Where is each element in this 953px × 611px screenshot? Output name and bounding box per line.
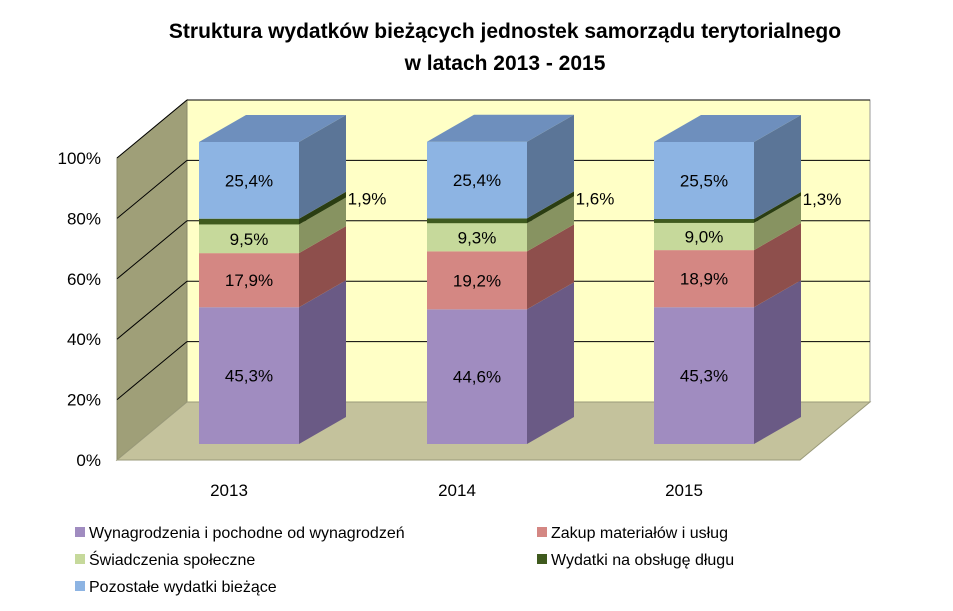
x-category-label: 2013 <box>210 481 248 500</box>
bar-segment-side <box>754 115 801 220</box>
bar-segment-side <box>299 226 346 308</box>
chart-side-wall <box>116 98 188 462</box>
bar-segment-side <box>299 197 346 254</box>
bar-top <box>199 115 346 142</box>
data-label: 19,2% <box>453 271 501 290</box>
y-tick-label: 60% <box>67 270 101 289</box>
bar-segment <box>199 224 299 254</box>
data-label: 45,3% <box>680 367 728 386</box>
data-label: 9,5% <box>230 230 269 249</box>
bar-segment <box>427 309 527 444</box>
bar-segment <box>427 251 527 310</box>
gridline-side <box>116 160 188 219</box>
bar-segment-side <box>527 196 574 252</box>
y-tick-label: 80% <box>67 209 101 228</box>
chart-title-line-1: Struktura wydatków bieżących jednostek s… <box>169 20 841 43</box>
legend-entry-label: Pozostałe wydatki bieżące <box>89 579 277 596</box>
data-label: 25,4% <box>225 171 273 190</box>
y-tick-label: 40% <box>67 330 101 349</box>
bar-top <box>654 115 801 142</box>
data-label: 1,9% <box>348 190 387 209</box>
bar-segment <box>427 223 527 252</box>
chart-title-line-2: w latach 2013 - 2015 <box>404 52 606 75</box>
bar-segment-side <box>754 280 801 444</box>
bar-segment <box>654 222 754 251</box>
x-category-label: 2014 <box>438 481 476 500</box>
legend-swatch <box>75 581 85 591</box>
bar-segment-side <box>754 195 801 251</box>
gridline-side <box>116 99 188 159</box>
data-label: 1,6% <box>576 189 615 208</box>
bar-segment <box>654 250 754 308</box>
bar-segment <box>654 307 754 444</box>
bar-segment <box>199 142 299 219</box>
legend-swatch <box>537 527 547 537</box>
legend-entry-label: Świadczenia społeczne <box>89 550 255 569</box>
gridline-side <box>116 280 188 340</box>
bar-segment <box>199 218 299 225</box>
legend-entry-label: Wydatki na obsługę długu <box>551 552 734 569</box>
bar-segment <box>427 141 527 219</box>
gridline-side <box>116 220 188 280</box>
bar-segment-side <box>754 223 801 308</box>
legend-swatch <box>75 554 85 564</box>
bar-segment-side <box>527 224 574 310</box>
y-tick-label: 100% <box>58 149 101 168</box>
y-tick-label: 20% <box>67 391 101 410</box>
legend-entry-label: Zakup materiałów i usług <box>551 525 728 542</box>
bar-segment-side <box>527 114 574 219</box>
data-label: 17,9% <box>225 271 273 290</box>
legend-swatch <box>75 527 85 537</box>
bar-segment <box>654 219 754 223</box>
legend-entry-label: Wynagrodzenia i pochodne od wynagrodzeń <box>89 525 405 542</box>
bar-segment <box>199 253 299 308</box>
bar-top <box>427 114 574 142</box>
bar-segment-side <box>299 115 346 219</box>
bar-segment-side <box>754 192 801 223</box>
data-label: 25,5% <box>680 172 728 191</box>
x-category-label: 2015 <box>665 481 703 500</box>
data-label: 45,3% <box>225 367 273 386</box>
data-label: 9,0% <box>685 228 724 247</box>
data-label: 25,4% <box>453 171 501 190</box>
legend-swatch <box>537 554 547 564</box>
bar-segment-side <box>527 282 574 444</box>
bar-segment <box>654 142 754 220</box>
bar-segment <box>199 307 299 444</box>
bar-segment-side <box>299 191 346 225</box>
data-label: 44,6% <box>453 368 501 387</box>
data-label: 1,3% <box>803 190 842 209</box>
y-tick-label: 0% <box>76 451 101 470</box>
gridline-side <box>116 341 188 400</box>
bar-segment-side <box>527 191 574 224</box>
bar-segment <box>427 218 527 224</box>
data-label: 18,9% <box>680 270 728 289</box>
data-label: 9,3% <box>458 228 497 247</box>
bar-segment-side <box>299 280 346 444</box>
